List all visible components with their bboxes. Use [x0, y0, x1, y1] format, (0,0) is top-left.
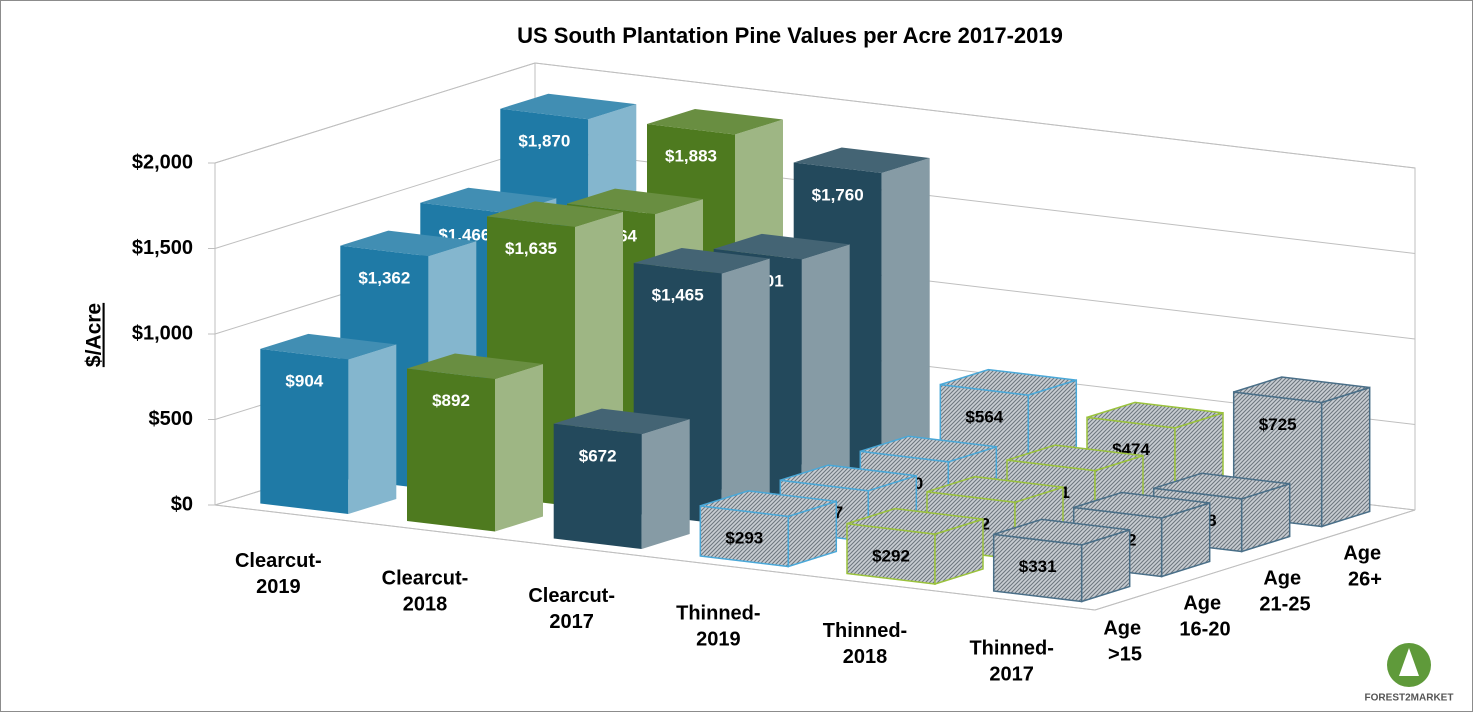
- bar: $672: [553, 408, 690, 549]
- value-label: $1,635: [505, 239, 557, 258]
- bar: $892: [407, 353, 543, 532]
- bar-top: [647, 109, 783, 135]
- value-label: $1,870: [518, 131, 570, 150]
- bar-top: [926, 475, 1064, 503]
- value-label: $892: [432, 391, 470, 410]
- value-label: $331: [1019, 557, 1057, 576]
- y-axis-label: $/Acre: [83, 303, 106, 367]
- bar: $904: [260, 333, 397, 514]
- bar-side: [495, 364, 543, 532]
- bar-side: [348, 344, 397, 514]
- bar-top: [940, 368, 1077, 396]
- bar-top: [993, 518, 1130, 546]
- bar-side: [721, 258, 770, 524]
- value-label: $1,362: [358, 268, 410, 287]
- bar-top: [780, 464, 917, 492]
- bar-top: [700, 490, 837, 518]
- bar-top: [407, 353, 543, 379]
- bar-top: [1086, 401, 1224, 429]
- bar-side: [641, 419, 690, 549]
- value-label: $904: [285, 372, 323, 391]
- logo: FOREST2MARKET: [1365, 643, 1454, 704]
- depth-axis: [1094, 509, 1416, 611]
- series-label: Age 26+: [1343, 543, 1386, 591]
- bar-front: [553, 423, 642, 549]
- y-tick-label: $1,000: [132, 322, 193, 344]
- bar-side: [801, 244, 850, 499]
- bar-top: [260, 333, 397, 360]
- logo-tree: [1399, 648, 1419, 676]
- series-label: Age 21-25: [1259, 568, 1310, 616]
- bar-top: [500, 93, 637, 120]
- value-label: $293: [725, 529, 763, 548]
- bar-top: [567, 188, 703, 215]
- bar-front: [260, 348, 349, 514]
- chart-title: US South Plantation Pine Values per Acre…: [517, 23, 1063, 48]
- bar-top: [1006, 444, 1144, 472]
- grid-line: [214, 62, 1416, 169]
- x-tick-label: Clearcut-2018: [382, 568, 469, 616]
- logo-text: FOREST2MARKET: [1365, 693, 1454, 704]
- bar-top: [846, 507, 984, 535]
- value-label: $725: [1259, 415, 1297, 434]
- y-tick-label: $2,000: [132, 151, 193, 173]
- value-label: $292: [872, 546, 910, 565]
- bar-side: [1320, 386, 1371, 528]
- x-tick-label: Thinned-2018: [823, 620, 907, 668]
- bar-side: [881, 158, 930, 474]
- bar-top: [860, 435, 997, 463]
- value-label: $672: [579, 446, 617, 465]
- bar: $292: [846, 507, 984, 586]
- x-tick-label: Thinned-2017: [969, 638, 1053, 686]
- bar: $293: [699, 490, 838, 568]
- x-axis: [214, 504, 1096, 611]
- series-label: Age 16-20: [1179, 593, 1230, 641]
- value-label: $1,760: [812, 185, 864, 204]
- y-tick-label: $1,500: [132, 237, 193, 259]
- bar-top: [793, 147, 930, 173]
- bar-top: [487, 201, 623, 227]
- value-label: $564: [965, 407, 1003, 426]
- x-tick-label: Clearcut-2019: [235, 550, 322, 598]
- x-tick-label: Thinned-2019: [676, 603, 760, 651]
- bar-front: [407, 368, 495, 532]
- bar-top: [633, 248, 770, 274]
- value-label: $1,883: [665, 147, 717, 166]
- value-label: $1,465: [652, 286, 704, 305]
- bar: $331: [992, 518, 1131, 603]
- y-tick-label: $0: [171, 493, 193, 515]
- y-tick-label: $500: [149, 408, 194, 430]
- bar-top: [340, 230, 477, 257]
- x-tick-label: Clearcut-2017: [528, 585, 615, 633]
- bar-top: [1073, 491, 1210, 519]
- bar-top: [553, 408, 690, 435]
- bar-top: [1233, 376, 1370, 404]
- bar-top: [1153, 472, 1290, 500]
- series-label: Age >15: [1103, 618, 1146, 666]
- bar-top: [713, 233, 850, 260]
